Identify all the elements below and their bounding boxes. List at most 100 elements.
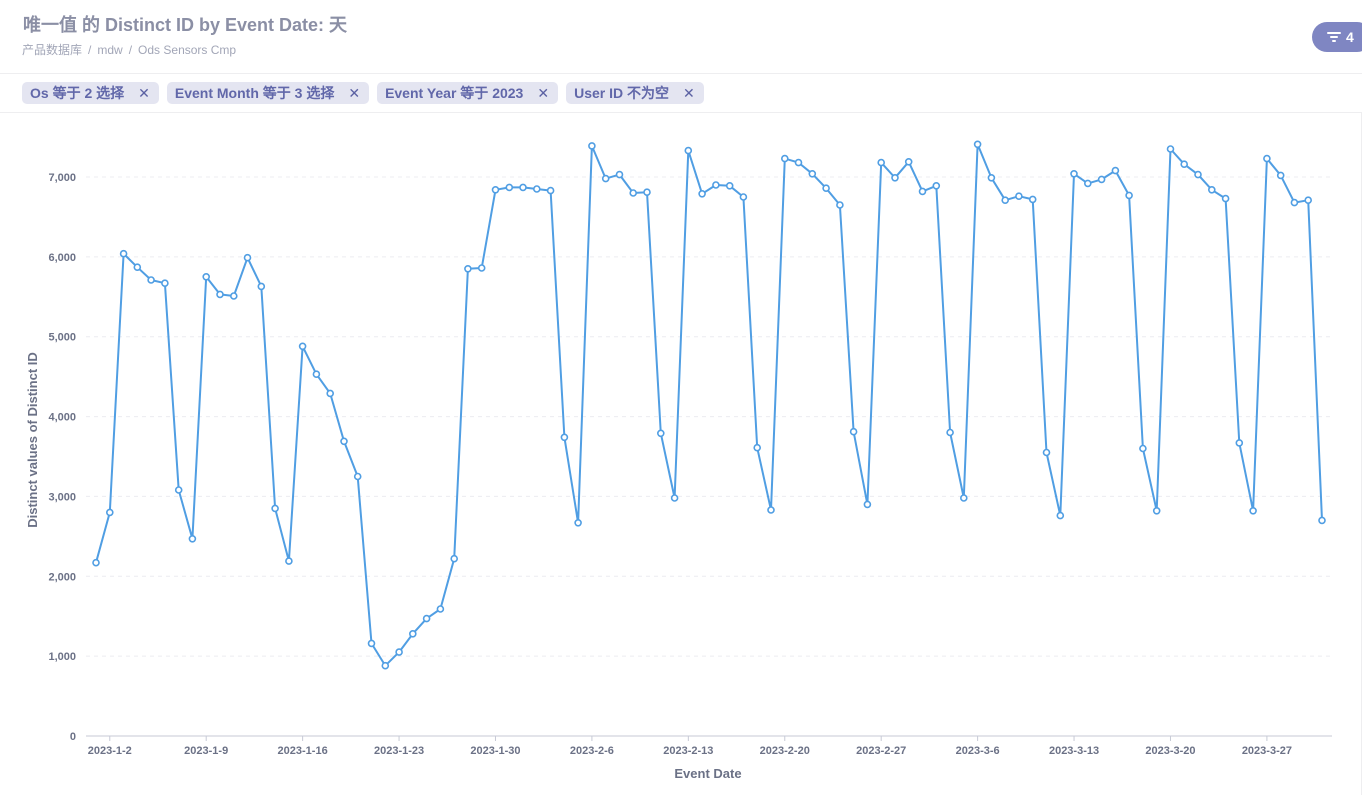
data-point [1290, 198, 1299, 207]
data-point [1208, 186, 1216, 194]
y-tick-label: 7,000 [48, 172, 76, 184]
filter-toggle-button[interactable]: 4 [1312, 22, 1362, 52]
x-tick-label: 2023-2-20 [760, 745, 810, 757]
data-point [202, 272, 210, 281]
series-line [95, 143, 1323, 667]
data-point [408, 629, 417, 638]
data-point [312, 370, 321, 379]
close-icon[interactable]: ✕ [138, 85, 150, 101]
data-point [1249, 506, 1257, 515]
data-point [753, 443, 762, 452]
data-point [698, 190, 706, 198]
data-point [932, 182, 941, 190]
close-icon[interactable]: ✕ [348, 85, 361, 101]
data-point [546, 186, 555, 195]
y-axis-title: Distinct values of Distinct ID [25, 352, 40, 528]
filter-pill-os[interactable]: Os 等于 2 选择 ✕ [22, 82, 159, 104]
data-point [1015, 192, 1023, 200]
data-point [353, 472, 362, 481]
data-point [1166, 145, 1175, 153]
close-icon[interactable]: ✕ [683, 85, 695, 101]
data-point [849, 427, 858, 436]
data-point [1152, 506, 1161, 515]
filter-pill-user-id[interactable]: User ID 不为空 ✕ [566, 82, 704, 104]
y-tick-label: 6,000 [48, 252, 76, 264]
filter-pill-event-year[interactable]: Event Year 等于 2023 ✕ [377, 82, 559, 104]
data-point [1097, 175, 1106, 184]
data-point [1056, 511, 1065, 520]
data-point [1194, 170, 1202, 179]
y-tick-label: 1,000 [48, 651, 76, 663]
x-tick-label: 2023-3-20 [1145, 745, 1195, 757]
data-point [959, 494, 968, 502]
data-point [973, 140, 982, 149]
x-tick-label: 2023-3-6 [956, 745, 1000, 757]
data-point [216, 290, 224, 299]
y-tick-label: 2,000 [48, 571, 76, 583]
data-point [1125, 191, 1133, 200]
data-point [491, 186, 500, 194]
data-point [133, 263, 142, 272]
data-point [1028, 195, 1037, 204]
data-point [106, 508, 114, 517]
data-point [780, 154, 789, 163]
breadcrumb: 产品数据库 / mdw / Ods Sensors Cmp [22, 43, 237, 57]
x-tick-label: 2023-2-27 [856, 745, 906, 757]
filter-pills: Os 等于 2 选择 ✕ Event Month 等于 3 选择 ✕ Event Y… [22, 82, 704, 104]
data-point [1235, 439, 1244, 447]
filter-pill-label: Event Year 等于 2023 [385, 85, 524, 101]
data-point [422, 614, 431, 623]
filter-pill-event-month[interactable]: Event Month 等于 3 选择 ✕ [166, 82, 370, 104]
data-point [1084, 179, 1092, 188]
data-point [615, 170, 624, 179]
data-point [725, 182, 734, 190]
x-axis-title: Event Date [674, 766, 741, 781]
close-icon[interactable]: ✕ [537, 85, 550, 101]
data-point [1276, 171, 1285, 180]
data-point [1111, 166, 1120, 175]
filter-pill-label: User ID 不为空 [574, 85, 669, 101]
data-point [477, 264, 486, 272]
data-point [285, 557, 293, 565]
x-tick-label: 2023-2-13 [663, 745, 713, 757]
y-tick-label: 0 [70, 731, 76, 743]
filter-pill-label: Event Month 等于 3 选择 [174, 85, 335, 101]
y-tick-label: 4,000 [48, 412, 76, 424]
x-tick-label: 2023-2-6 [570, 745, 614, 757]
data-point [836, 201, 844, 209]
data-point [436, 605, 445, 613]
data-point [257, 282, 266, 291]
page-title: 唯一值 的 Distinct ID by Event Date: 天 [23, 15, 348, 35]
data-point [739, 193, 748, 201]
data-point [808, 170, 817, 178]
filter-pill-label: Os 等于 2 选择 [30, 85, 125, 101]
data-point [381, 661, 390, 670]
data-point [1070, 170, 1078, 178]
data-point [574, 518, 582, 527]
data-point [794, 158, 803, 167]
breadcrumb-table[interactable]: Ods Sensors Cmp [138, 43, 237, 57]
data-point [904, 158, 913, 166]
data-point [271, 504, 279, 513]
data-point [243, 253, 252, 262]
data-point [1304, 196, 1312, 204]
data-point [532, 185, 541, 193]
data-point [601, 174, 610, 183]
data-point [643, 188, 651, 196]
data-point [1180, 160, 1188, 168]
data-point [161, 279, 169, 288]
breadcrumb-database[interactable]: 产品数据库 [22, 43, 83, 57]
data-point [1318, 516, 1326, 525]
data-point [560, 433, 569, 442]
y-tick-label: 5,000 [48, 332, 76, 344]
data-point [712, 181, 720, 189]
data-point [946, 428, 954, 437]
data-point [1221, 194, 1230, 203]
data-point [863, 500, 872, 509]
x-tick-label: 2023-3-13 [1049, 745, 1099, 757]
data-point [174, 486, 183, 494]
breadcrumb-schema[interactable]: mdw [97, 43, 123, 57]
data-point [877, 158, 886, 167]
data-point [891, 174, 899, 182]
